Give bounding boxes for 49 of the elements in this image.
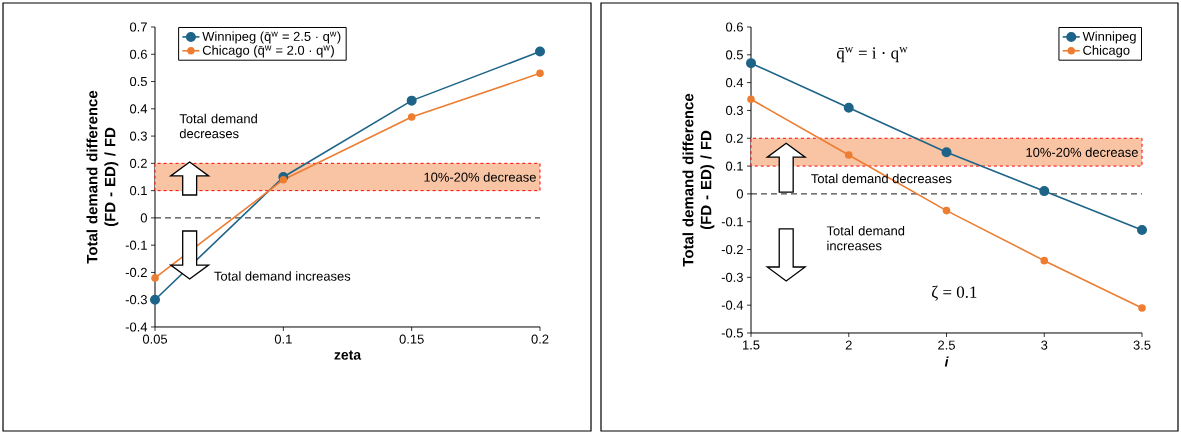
annotation: ζ = 0.1 (931, 285, 977, 301)
y-tick-label: 0.6 (725, 22, 743, 32)
annotation: q̄$^{w}$ = i · q$^{w}$ (836, 46, 908, 63)
y-tick-label: 0.5 (129, 76, 147, 87)
y-tick-label: 0.1 (129, 186, 147, 196)
y-axis-title: Total demand difference (FD - ED) / FD (86, 90, 119, 264)
y-tick-label: 0.6 (129, 49, 147, 59)
y-tick-label: 0.2 (725, 133, 743, 143)
y-tick-label: 0.4 (725, 78, 744, 88)
y-tick-label: -0.2 (721, 244, 743, 255)
x-tick-label: 2 (845, 340, 852, 350)
annotation: Total demand increases (826, 225, 905, 251)
x-tick-label: 0.1 (274, 334, 292, 344)
y-tick-label: 0 (736, 189, 743, 199)
band-label: 10%-20% decrease (424, 172, 536, 182)
y-tick-label: 0.1 (725, 161, 743, 171)
y-tick-label: 0.5 (725, 50, 743, 60)
y-tick-label: -0.4 (721, 300, 744, 310)
x-tick-label: 3 (1041, 340, 1048, 350)
x-tick-label: 2.5 (938, 340, 955, 350)
y-tick-label: -0.3 (125, 295, 147, 305)
y-tick-label: -0.4 (125, 322, 148, 332)
y-tick-label: -0.1 (721, 217, 743, 227)
x-tick-label: 3.5 (1133, 340, 1151, 350)
annotation: Total demand increases (214, 271, 351, 281)
legend-label: Chicago (1083, 45, 1130, 58)
x-tick-label: 1.5 (742, 340, 760, 350)
y-tick-label: 0 (140, 213, 147, 223)
legend-label: Winnipeg (q̄$^{w}$ = 2.5 · q$^{w}$) (202, 31, 341, 44)
y-tick-label: 0.3 (725, 105, 743, 116)
band-label: 10%-20% decrease (1026, 147, 1138, 157)
legend-label: Winnipeg (1082, 31, 1136, 44)
x-axis-title: i (944, 356, 949, 367)
y-tick-label: 0.7 (129, 22, 147, 32)
x-tick-label: 0.2 (531, 334, 549, 344)
y-tick-label: -0.5 (721, 328, 743, 338)
y-tick-label: 0.3 (129, 131, 147, 141)
legend-label: Chicago (q̄$^{w}$ = 2.0 · q$^{w}$) (202, 45, 334, 58)
y-tick-label: -0.1 (125, 240, 147, 250)
y-tick-label: 0.4 (129, 104, 148, 114)
y-axis-title: Total demand difference (FD - ED) / FD (682, 93, 715, 267)
y-tick-label: 0.2 (129, 158, 147, 168)
y-tick-label: -0.2 (125, 267, 147, 278)
x-tick-label: 0.15 (399, 334, 424, 344)
annotation: Total demand decreases (179, 113, 257, 139)
y-tick-label: -0.3 (721, 272, 743, 282)
x-tick-label: 0.05 (142, 334, 168, 344)
annotation: Total demand decreases (811, 173, 952, 184)
x-axis-title: zeta (334, 350, 362, 360)
